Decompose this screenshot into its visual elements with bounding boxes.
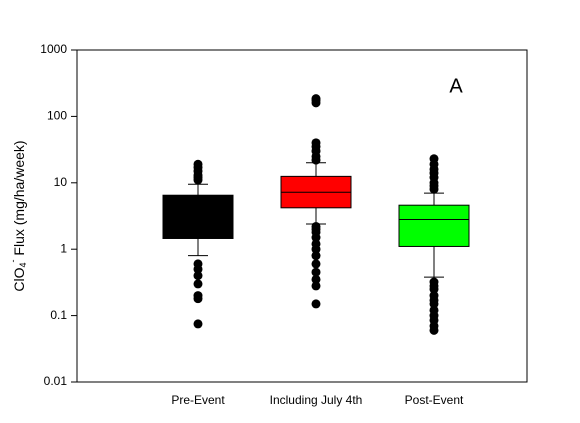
- outlier: [311, 244, 321, 254]
- box: [398, 204, 470, 247]
- outlier: [311, 267, 321, 277]
- annotation: A: [449, 75, 463, 97]
- y-tick-label: 0.1: [50, 308, 67, 322]
- outlier: [193, 294, 203, 304]
- plot-frame: [76, 49, 528, 383]
- outlier: [311, 251, 321, 261]
- outlier: [311, 155, 321, 165]
- outlier: [193, 279, 203, 289]
- y-label-part: Flux (mg/ha/week): [11, 140, 27, 259]
- y-label-sub: 4: [18, 262, 28, 267]
- y-label-sup: -: [8, 259, 18, 262]
- x-tick-label: Post-Event: [405, 393, 464, 407]
- outlier: [311, 259, 321, 269]
- outlier: [429, 325, 439, 335]
- y-tick-label: 100: [47, 109, 67, 123]
- outlier: [193, 175, 203, 185]
- outlier: [193, 319, 203, 329]
- x-tick-label: Pre-Event: [171, 393, 225, 407]
- outlier: [429, 299, 439, 309]
- x-tick-label: Including July 4th: [270, 393, 363, 407]
- outlier: [193, 264, 203, 274]
- y-tick-label: 1: [60, 241, 67, 255]
- y-tick-label: 10: [54, 175, 68, 189]
- outlier: [311, 98, 321, 108]
- y-tick-label: 1000: [40, 42, 67, 56]
- outlier: [311, 299, 321, 309]
- outlier: [311, 274, 321, 284]
- y-label-part: ClO: [11, 267, 27, 291]
- outlier: [193, 271, 203, 281]
- y-tick-label: 0.01: [44, 374, 68, 388]
- outlier: [429, 284, 439, 294]
- outlier: [311, 281, 321, 291]
- outlier: [429, 184, 439, 194]
- outlier: [311, 233, 321, 243]
- y-axis-label: ClO4- Flux (mg/ha/week): [8, 140, 28, 291]
- box: [162, 194, 234, 239]
